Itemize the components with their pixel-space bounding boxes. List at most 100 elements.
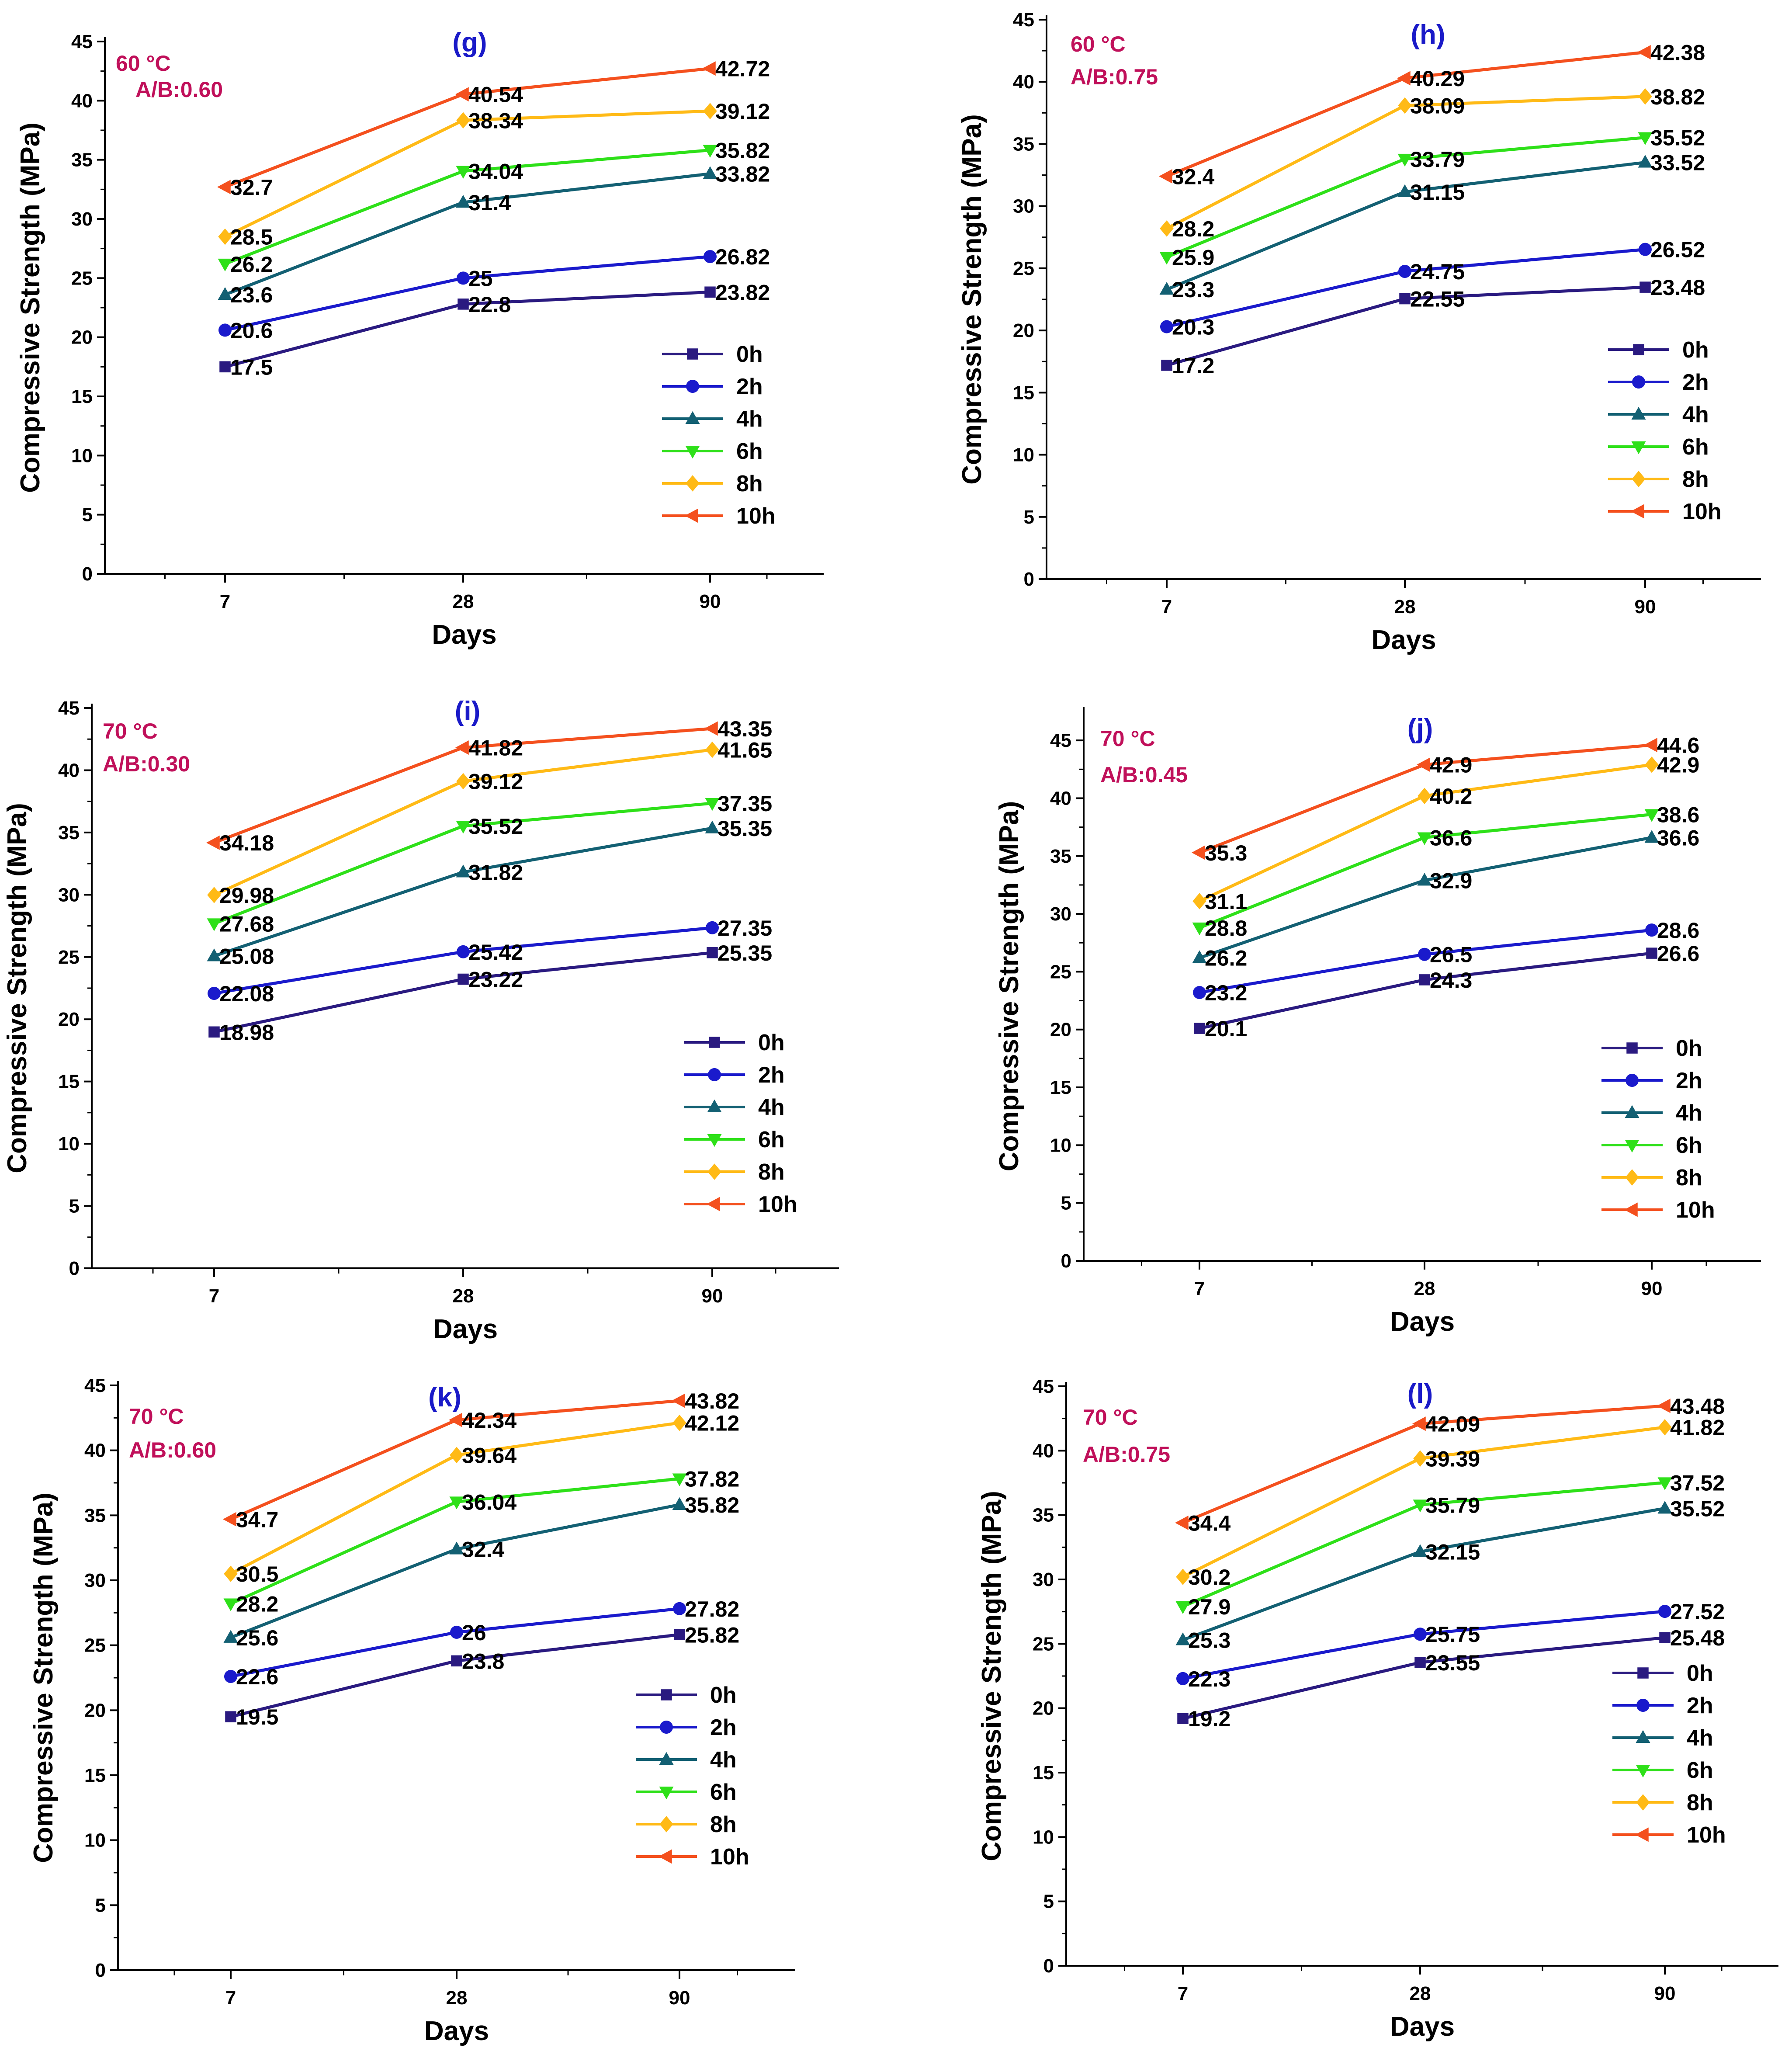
data-point [1192,922,1207,936]
series-line [230,1633,680,1718]
series-line [214,951,713,1034]
y-tick-label: 15 [1050,1077,1071,1098]
x-axis-title: Days [432,620,496,650]
legend-label: 0h [736,342,763,367]
data-label: 32.7 [230,175,273,200]
data-point [1160,220,1174,237]
y-tick-label: 40 [58,760,80,781]
legend-item: 0h [1601,1036,1702,1061]
data-label: 26.52 [1650,238,1705,262]
data-point [456,194,471,208]
axes: 0 5 10 15 20 25 30 35 40 45 7 28 90 [1050,707,1761,1299]
data-point [672,1414,686,1431]
data-label: 26.2 [230,252,273,277]
data-label: 19.2 [1188,1707,1230,1731]
legend-marker [685,508,698,523]
data-label: 35.52 [1670,1496,1725,1521]
legend-marker [1631,406,1646,420]
legend-marker [661,1689,672,1700]
series-8h: 30.2 39.39 41.82 [1176,1416,1725,1589]
legend-item: 10h [1612,1822,1726,1848]
legend-label: 6h [736,439,763,464]
data-label: 20.3 [1172,315,1214,340]
series-2h: 22.08 25.42 27.35 [208,916,772,1006]
data-label: 23.82 [715,280,770,305]
legend-label: 2h [736,374,763,399]
series-10h: 32.4 40.29 42.38 [1159,41,1705,189]
data-label: 43.82 [685,1389,739,1413]
legend: 0h 2h 4h 6h 8h 10h [662,342,776,529]
ab-ratio-label: A/B:0.30 [103,752,190,776]
series-6h: 26.2 34.04 35.82 [218,138,770,277]
panel-letter: (g) [452,28,487,58]
y-tick-label: 15 [84,1765,106,1786]
data-point [1175,1515,1189,1530]
legend-item: 2h [662,374,763,399]
series-4h: 23.6 31.4 33.82 [218,162,770,307]
y-tick-label: 5 [82,504,93,526]
data-point [224,1670,237,1683]
panel-k: 0 5 10 15 20 25 30 35 40 45 7 28 90 Days Compressive S… [28,1375,795,2046]
y-tick-label: 10 [84,1830,106,1851]
y-tick-label: 45 [58,698,80,719]
data-label: 32.9 [1430,868,1472,893]
data-point [218,258,232,272]
series-10h: 34.4 42.09 43.48 [1175,1394,1725,1535]
legend-item: 0h [1612,1661,1713,1686]
legend-label: 8h [710,1812,737,1837]
y-tick-label: 25 [58,947,80,968]
x-tick-label: 90 [1654,1983,1676,2004]
x-tick-label: 7 [1194,1278,1205,1299]
data-label: 26 [462,1621,486,1645]
data-point [1159,252,1174,265]
data-label: 27.52 [1670,1600,1725,1624]
legend-item: 2h [684,1062,785,1088]
legend-item: 2h [1608,370,1709,395]
y-tick-label: 45 [84,1375,106,1396]
legend-marker [686,475,700,492]
data-label: 26.2 [1205,946,1247,971]
y-tick-label: 45 [1033,1376,1054,1397]
data-point [1414,1657,1426,1668]
data-point [224,1565,238,1582]
legend-item: 8h [1612,1790,1713,1815]
series-line [224,109,711,238]
series-0h: 17.2 22.55 23.48 [1161,275,1705,378]
y-tick-label: 25 [1013,258,1034,279]
data-label: 41.65 [717,738,772,762]
data-label: 28.8 [1205,916,1247,940]
data-label: 23.55 [1425,1651,1480,1675]
legend-item: 4h [662,406,763,432]
y-tick-label: 45 [1013,9,1034,31]
data-label: 23.6 [230,283,273,307]
series-0h: 18.98 23.22 25.35 [208,941,772,1045]
data-label: 28.2 [236,1592,278,1617]
series-0h: 19.5 23.8 25.82 [225,1623,739,1729]
y-tick-label: 25 [1050,961,1071,982]
data-label: 25.9 [1172,245,1214,270]
x-tick-label: 28 [453,1285,474,1307]
data-label: 35.52 [1650,126,1705,150]
panel-g: 0 5 10 15 20 25 30 35 40 45 7 28 90 Days Compressive S… [15,28,824,650]
legend-label: 6h [1687,1758,1713,1783]
data-label: 42.12 [685,1411,739,1436]
data-point [1645,923,1658,937]
ab-ratio-label: A/B:0.60 [129,1438,216,1462]
data-point [208,986,221,1000]
data-label: 39.12 [468,770,523,794]
data-point [450,1625,463,1639]
y-tick-label: 25 [1033,1633,1054,1655]
data-point [1637,45,1651,60]
panel-j: 0 5 10 15 20 25 30 35 40 45 7 28 90 Days Compressive S… [994,707,1761,1337]
panel-i: 0 5 10 15 20 25 30 35 40 45 7 28 90 Days Compressive S… [2,696,839,1344]
legend-marker [709,1037,720,1048]
data-point [703,145,717,158]
y-tick-label: 0 [1024,569,1034,590]
legend-item: 6h [1608,434,1709,460]
data-point [672,1393,685,1408]
data-label: 22.3 [1188,1667,1230,1691]
data-label: 42.72 [715,57,770,81]
legend-item: 4h [636,1747,737,1773]
data-label: 30.5 [236,1562,278,1586]
series-8h: 29.98 39.12 41.65 [207,738,772,908]
